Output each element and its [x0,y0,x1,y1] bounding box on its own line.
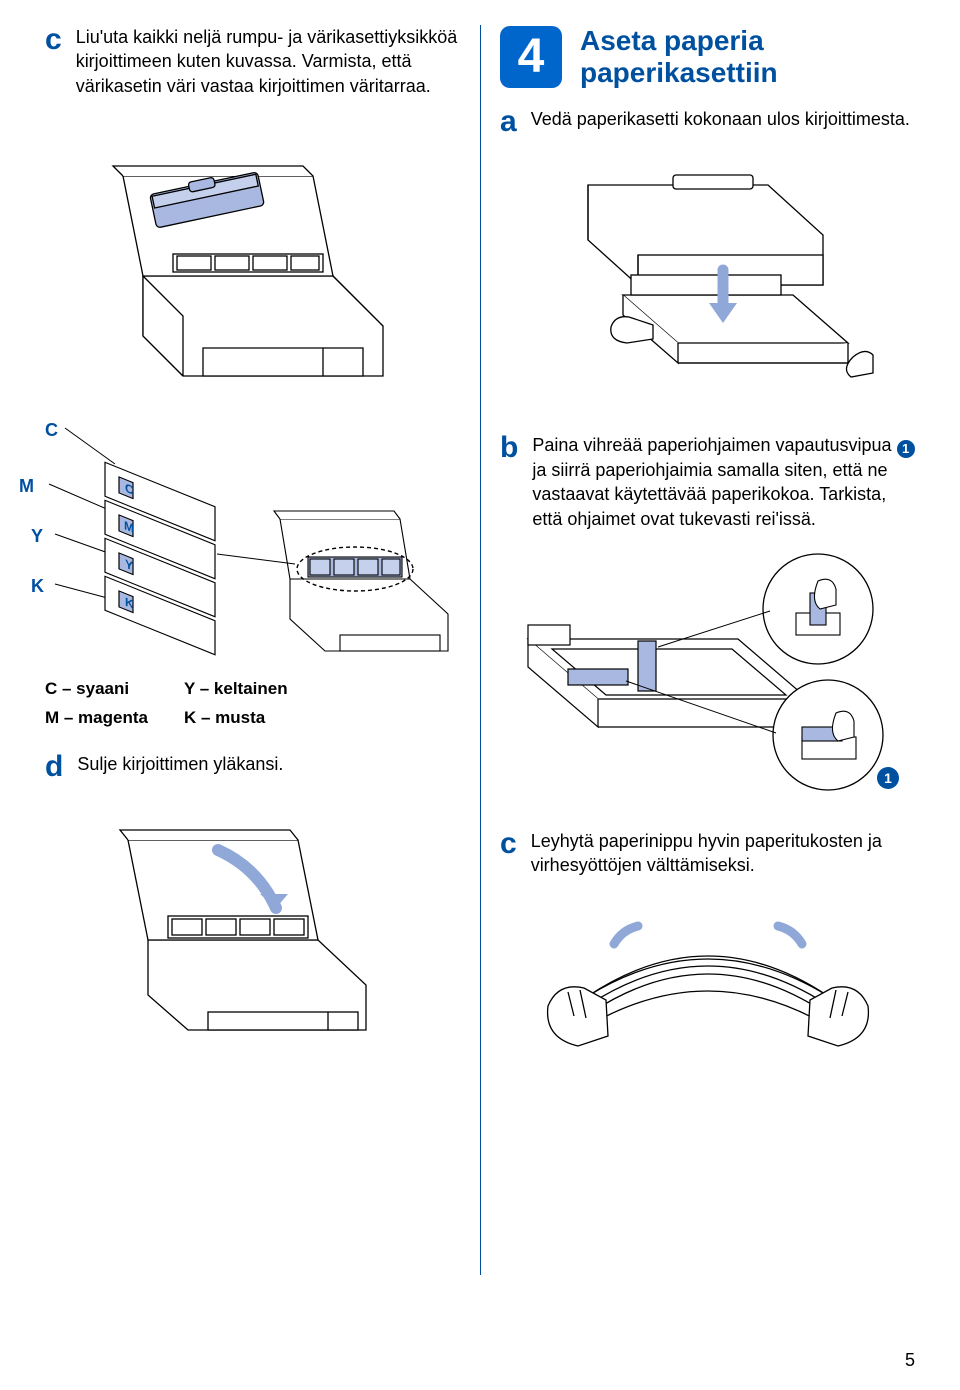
illustration-tray-guides: 1 [500,549,915,799]
step-c-text: Liu'uta kaikki neljä rumpu- ja värikaset… [76,25,460,98]
illustration-close-cover [45,800,460,1050]
color-legend: C – syaani M – magenta Y – keltainen K –… [45,678,460,730]
right-column: 4 Aseta paperia paperikasettiin a Vedä p… [480,25,915,1360]
step-c-right: c Leyhytä paperinippu hyvin paperitukost… [500,829,915,878]
legend-m: M – magenta [45,707,148,730]
step-letter-b: b [500,433,518,463]
step-a-text: Vedä paperikasetti kokonaan ulos kirjoit… [531,107,915,131]
step-letter-a: a [500,107,517,137]
step-b-text-pre: Paina vihreää paperiohjaimen vapautusvip… [532,435,896,455]
legend-c: C – syaani [45,678,148,701]
legend-y: Y – keltainen [184,678,288,701]
legend-k: K – musta [184,707,288,730]
illustration-insert-cartridge [45,116,460,396]
step-d-text: Sulje kirjoittimen yläkansi. [77,752,460,776]
page: c Liu'uta kaikki neljä rumpu- ja värikas… [0,0,960,1390]
callout-badge-1: 1 [877,767,899,789]
left-column: c Liu'uta kaikki neljä rumpu- ja värikas… [45,25,480,1360]
illustration-fan-paper [500,896,915,1106]
step-number-4: 4 [500,26,562,88]
step-letter-d: d [45,752,63,782]
inline-badge-1-icon: 1 [897,440,915,458]
step-letter-c-right: c [500,829,517,859]
step-b-text: Paina vihreää paperiohjaimen vapautusvip… [532,433,915,531]
step-c-right-text: Leyhytä paperinippu hyvin paperitukosten… [531,829,915,878]
step-b-right: b Paina vihreää paperiohjaimen vapautusv… [500,433,915,531]
step-4-header: 4 Aseta paperia paperikasettiin [500,25,915,89]
illustration-pull-tray [500,155,915,415]
illustration-cmyk-slots: C M Y K C [45,414,460,674]
cmyk-label-m: M [19,474,34,498]
step-d-left: d Sulje kirjoittimen yläkansi. [45,752,460,782]
step-letter-c: c [45,25,62,55]
step-b-text-post: ja siirrä paperiohjaimia samalla siten, … [532,460,887,529]
two-column-layout: c Liu'uta kaikki neljä rumpu- ja värikas… [45,25,915,1360]
step-c-left: c Liu'uta kaikki neljä rumpu- ja värikas… [45,25,460,98]
step-4-title: Aseta paperia paperikasettiin [580,25,915,89]
page-number: 5 [905,1348,915,1372]
step-a-right: a Vedä paperikasetti kokonaan ulos kirjo… [500,107,915,137]
